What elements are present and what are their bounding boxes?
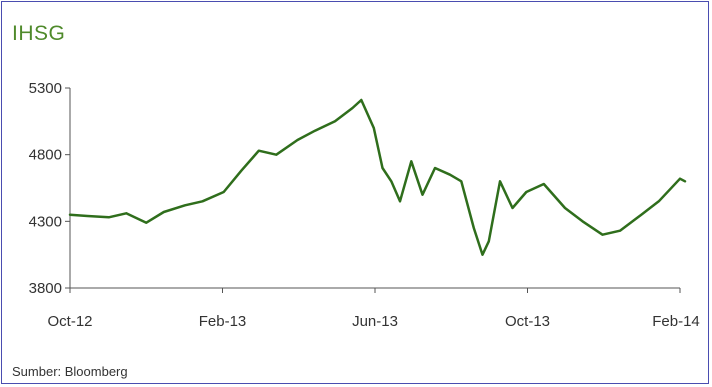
y-tick-label: 4300	[29, 213, 62, 230]
y-tick-label: 5300	[29, 80, 62, 97]
series-line	[68, 98, 687, 256]
x-tick-label: Oct-13	[505, 313, 550, 330]
y-tick-label: 3800	[29, 280, 62, 297]
y-tick-label: 4800	[29, 147, 62, 164]
chart-title: IHSG	[12, 22, 66, 45]
series-layer	[68, 98, 687, 256]
x-tick-label: Feb-14	[652, 313, 700, 330]
x-tick-label: Oct-12	[47, 313, 92, 330]
tick-labels: 3800 4300 4800 5300 Oct-12 Feb-13 Jun-13 Oct-13…	[29, 80, 700, 330]
x-tick-label: Jun-13	[352, 313, 398, 330]
source-note: Sumber: Bloomberg	[12, 364, 128, 379]
axes	[65, 87, 681, 293]
x-tick-label: Feb-13	[199, 313, 247, 330]
